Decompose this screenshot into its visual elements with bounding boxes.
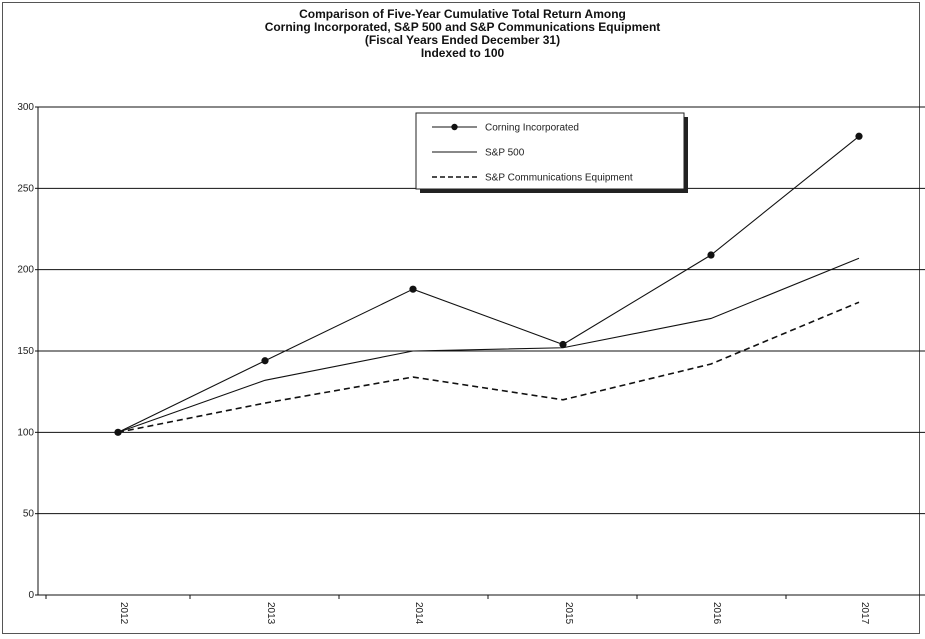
y-tick-label-100: 100 bbox=[17, 427, 34, 438]
series-0-point-4 bbox=[707, 251, 715, 259]
series-layer bbox=[114, 132, 863, 436]
gridlines bbox=[38, 106, 925, 515]
legend: Corning Incorporated S&P 500 S&P Communica… bbox=[415, 112, 688, 193]
chart-title-line-2: Corning Incorporated, S&P 500 and S&P Co… bbox=[264, 20, 661, 34]
y-tick-label-0: 0 bbox=[28, 590, 34, 601]
legend-label-0: Corning Incorporated bbox=[485, 123, 579, 134]
series-line-0 bbox=[117, 135, 860, 433]
x-tick-label-2012: 2012 bbox=[118, 602, 129, 625]
x-tick-label-2016: 2016 bbox=[711, 602, 722, 625]
chart-title-line-1: Comparison of Five-Year Cumulative Total… bbox=[299, 7, 626, 21]
y-tick-label-150: 150 bbox=[17, 346, 34, 357]
series-line-2 bbox=[117, 301, 860, 434]
series-line-1 bbox=[117, 257, 860, 433]
x-tick-label-2013: 2013 bbox=[265, 602, 276, 625]
chart-title-line-4: Indexed to 100 bbox=[420, 46, 505, 60]
series-0-point-1 bbox=[261, 357, 269, 365]
series-0-point-2 bbox=[409, 285, 417, 293]
y-tick-label-300: 300 bbox=[17, 102, 34, 113]
y-tick-label-250: 250 bbox=[17, 183, 34, 194]
chart-title: Comparison of Five-Year Cumulative Total… bbox=[0, 8, 925, 60]
chart-title-line-3: (Fiscal Years Ended December 31) bbox=[364, 33, 561, 47]
legend-label-1: S&P 500 bbox=[485, 148, 525, 159]
x-tick-label-2014: 2014 bbox=[413, 602, 424, 625]
legend-marker-0 bbox=[451, 123, 458, 131]
x-tick-label-2015: 2015 bbox=[563, 602, 574, 625]
y-tick-label-200: 200 bbox=[17, 265, 34, 276]
series-0-point-3 bbox=[559, 340, 567, 349]
series-0-point-5 bbox=[855, 132, 863, 140]
legend-label-2: S&P Communications Equipment bbox=[485, 173, 633, 184]
x-tick-label-2017: 2017 bbox=[859, 602, 870, 625]
y-tick-label-50: 50 bbox=[23, 509, 35, 520]
axes: 0 50 100 150 200 250 300 2012 2013 2014 2015 2016 20… bbox=[17, 102, 925, 625]
